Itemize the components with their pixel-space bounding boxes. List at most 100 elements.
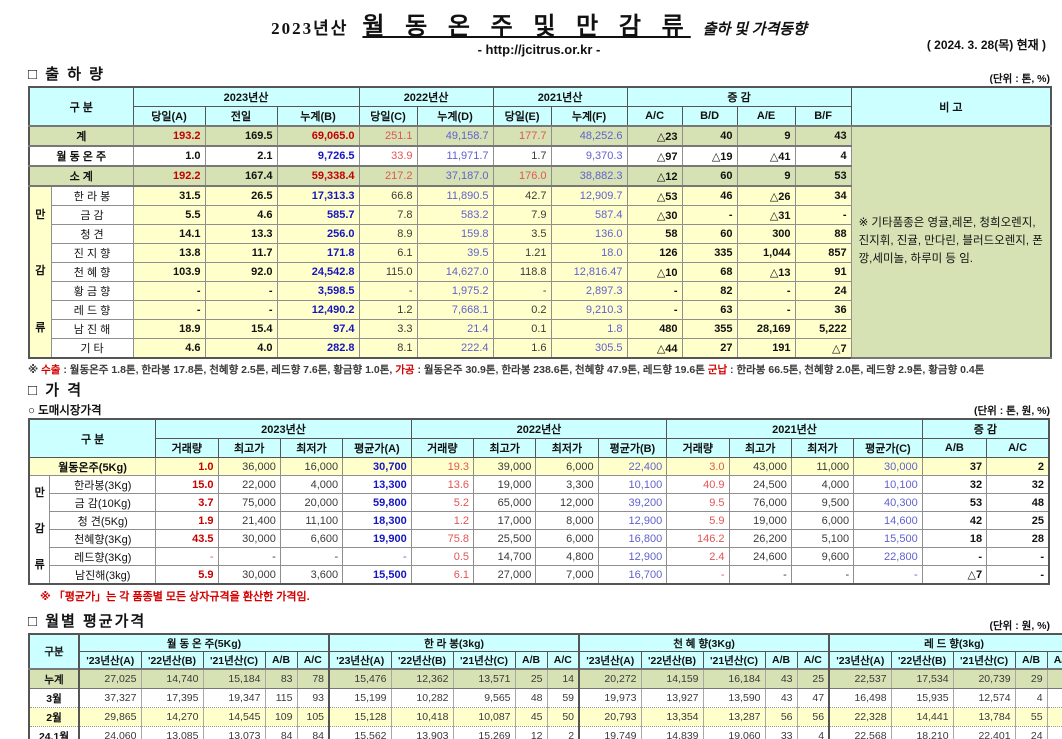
table-cell: 6,000 xyxy=(535,457,599,476)
row-label: 천 혜 향 xyxy=(50,262,134,282)
table-cell: 12 xyxy=(514,726,548,739)
table-cell: 1,975.2 xyxy=(416,281,494,301)
section-title-monthly: □ 월별 평균가격 xyxy=(28,613,147,630)
table-cell: 480 xyxy=(626,319,683,339)
title-year: 2023년산 xyxy=(271,19,349,38)
price-row-redhyang: 레드향(3Kg) - - - -0.5 14,700 4,800 12,900 2.4 24,60… xyxy=(29,547,1050,566)
table-cell: 58 xyxy=(626,224,683,244)
shipment-footnote: ※ 수출 : 월동온주 1.8톤, 한라봉 17.8톤, 천혜향 2.5톤, 레… xyxy=(28,362,1050,377)
table-cell: 45 xyxy=(514,707,548,727)
table-cell: △53 xyxy=(626,185,683,206)
table-cell: 12,490.2 xyxy=(276,300,360,320)
table-cell: 3,300 xyxy=(535,475,599,494)
fruit-group-char: 감 xyxy=(35,265,46,278)
footnote-text: : 월동온주 30.9톤, 한라봉 238.6톤, 천혜향 47.9톤, 레드향… xyxy=(414,364,708,376)
page-title: 월 동 온 주 및 만 감 류 xyxy=(362,13,691,40)
col-header-3-0: '23년산(A) xyxy=(828,651,892,670)
table-cell: 1 xyxy=(1046,726,1062,739)
table-cell: 22,328 xyxy=(828,707,892,727)
table-cell: - xyxy=(155,547,219,566)
table-cell: 14,159 xyxy=(640,668,704,689)
col-header-cum-d: 누계(D) xyxy=(416,106,494,127)
table-cell: 13.8 xyxy=(132,243,206,263)
footnote-text: : 월동온주 1.8톤, 한라봉 17.8톤, 천혜향 2.5톤, 레드향 7.… xyxy=(60,364,396,376)
table-cell: 28,169 xyxy=(736,319,796,339)
table-cell: 24,500 xyxy=(728,475,792,494)
table-cell: 11.7 xyxy=(204,243,278,263)
table-cell: 18 xyxy=(921,529,988,548)
table-cell: - xyxy=(358,281,418,301)
table-cell: 56 xyxy=(796,707,830,727)
table-cell: 4 xyxy=(796,726,830,739)
table-cell: 9,370.3 xyxy=(550,145,628,167)
table-cell: 6,600 xyxy=(279,529,344,548)
table-cell: 19.3 xyxy=(410,457,475,476)
table-cell: 9,210.3 xyxy=(550,300,628,320)
table-cell: 9.5 xyxy=(666,493,730,512)
table-cell: 14,441 xyxy=(890,707,954,727)
table-cell: 84 xyxy=(296,726,330,739)
table-cell: 13,287 xyxy=(702,707,766,727)
table-cell: △41 xyxy=(736,145,796,167)
table-cell: 10,087 xyxy=(452,707,516,727)
table-cell: 5,100 xyxy=(790,529,855,548)
table-cell: 14,270 xyxy=(140,707,204,727)
table-cell: 20,272 xyxy=(578,668,642,689)
table-cell: - xyxy=(132,300,206,320)
table-cell: 40.9 xyxy=(666,475,730,494)
table-cell: 48 xyxy=(986,493,1050,512)
table-cell: 15,500 xyxy=(342,565,412,585)
table-cell: 43 xyxy=(764,668,798,689)
year-group-2023: 2023년산 xyxy=(132,86,360,107)
month-group-3: 레 드 향(3kg) xyxy=(828,633,1062,652)
table-cell: - xyxy=(736,300,796,320)
table-cell: 3.3 xyxy=(358,319,418,339)
table-cell: 2 xyxy=(986,457,1050,476)
table-cell: 11,890.5 xyxy=(416,185,494,206)
shipment-row-cheonggyeon: 청 견 14.1 13.3 256.0 8.9 159.8 3.5 136.0 58 60 300 8… xyxy=(29,224,1051,244)
col-header-0-2: '21년산(C) xyxy=(202,651,266,670)
col-header-category: 구분 xyxy=(28,633,80,670)
table-cell: 282.8 xyxy=(276,338,360,359)
table-cell: 25,500 xyxy=(473,529,537,548)
col-header-ae: A/E xyxy=(736,106,796,127)
fruit-group-char: 류 xyxy=(35,322,46,335)
table-cell: 16,700 xyxy=(597,565,668,585)
table-cell: 9,565 xyxy=(452,688,516,708)
fruit-group-char: 류 xyxy=(34,558,45,571)
table-cell: 5.2 xyxy=(410,493,475,512)
col-header-1-0: '23년산(A) xyxy=(328,651,392,670)
table-cell: 4 xyxy=(794,145,852,167)
table-cell: 66.8 xyxy=(358,185,418,206)
table-cell: 48 xyxy=(514,688,548,708)
table-cell: 39,000 xyxy=(473,457,537,476)
table-cell: 583.2 xyxy=(416,205,494,225)
shipment-row-etc: 기 타 4.6 4.0 282.8 8.1 222.4 1.6 305.5 △44 27 191 △7 xyxy=(29,338,1051,359)
table-cell: 55 xyxy=(1014,707,1048,727)
table-cell: 9,726.5 xyxy=(276,145,360,167)
table-cell: - xyxy=(132,281,206,301)
row-label: 누계 xyxy=(28,668,80,689)
table-cell: 43 xyxy=(794,125,852,147)
table-cell: 14,740 xyxy=(140,668,204,689)
table-cell: 24,542.8 xyxy=(276,262,360,282)
change-group-header: 증 감 xyxy=(921,418,1050,439)
table-cell: 2 xyxy=(546,726,580,739)
col-header-1-2: '21년산(C) xyxy=(452,651,516,670)
table-cell: 13.3 xyxy=(204,224,278,244)
row-label: 한라봉(3Kg) xyxy=(49,475,157,494)
col-header-2-4: A/C xyxy=(796,651,830,670)
table-cell: - xyxy=(853,565,923,585)
table-cell: 16,184 xyxy=(702,668,766,689)
table-cell: 191 xyxy=(736,338,796,359)
table-cell: 1.6 xyxy=(492,338,552,359)
table-cell: 19,060 xyxy=(702,726,766,739)
table-cell: 17,313.3 xyxy=(276,185,360,206)
col-header-daily-e: 당일(E) xyxy=(492,106,552,127)
shipment-row-jinjihyang: 진 지 향 13.8 11.7 171.8 6.1 39.5 1.21 18.0 126 335 1… xyxy=(29,243,1051,263)
col-header-0-1: '22년산(B) xyxy=(140,651,204,670)
table-cell: 587.4 xyxy=(550,205,628,225)
row-label: 한 라 봉 xyxy=(50,185,134,206)
col-header-3-3: A/B xyxy=(1014,651,1048,670)
